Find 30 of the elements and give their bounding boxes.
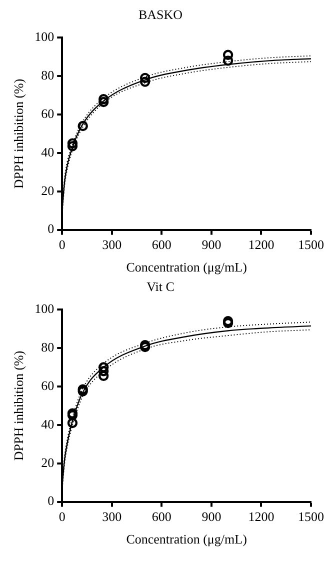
x-tick-label: 1200 [248,237,274,252]
y-tick-label: 0 [48,493,54,508]
y-axis-title: DPPH inhibition (%) [11,78,26,189]
chart-title: BASKO [138,7,183,22]
chart-title: Vit C [146,279,174,294]
x-tick-label: 600 [152,509,172,524]
y-tick-label: 100 [34,29,54,44]
x-tick-label: 900 [202,237,222,252]
y-tick-label: 20 [41,182,54,198]
x-tick-label: 0 [58,509,66,524]
x-tick-label: 300 [102,237,122,252]
x-tick-label: 300 [102,509,122,524]
y-tick-label: 40 [41,144,54,160]
y-axis-title: DPPH inhibition (%) [11,350,26,461]
y-tick-label: 100 [34,301,54,316]
x-tick-label: 600 [152,237,172,252]
x-tick-label: 1500 [298,237,324,252]
x-tick-label: 0 [58,237,66,252]
x-tick-label: 1500 [298,509,324,524]
y-tick-label: 80 [41,339,54,354]
y-tick-label: 0 [48,221,54,236]
y-tick-label: 80 [41,67,54,82]
y-tick-label: 60 [41,106,54,121]
x-tick-label: 1200 [248,509,274,524]
y-tick-label: 20 [41,454,54,470]
y-tick-label: 60 [41,378,54,393]
x-axis-title: Concentration (μg/mL) [126,260,247,275]
x-tick-label: 900 [202,509,222,524]
y-tick-label: 40 [41,416,54,432]
x-axis-title: Concentration (μg/mL) [126,532,247,547]
